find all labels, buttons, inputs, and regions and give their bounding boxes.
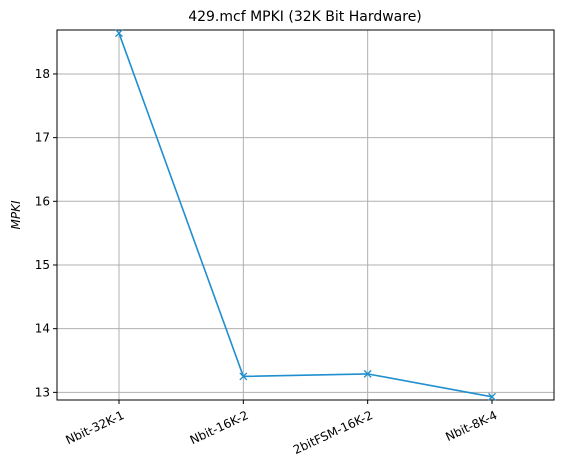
y-tick-label: 13 <box>35 385 50 399</box>
data-point-marker <box>115 29 123 38</box>
data-point-marker <box>488 392 496 401</box>
x-tick-label: 2bitFSM-16K-2 <box>291 408 375 457</box>
plot-frame <box>56 29 555 401</box>
chart-title: 429.mcf MPKI (32K Bit Hardware) <box>188 9 422 25</box>
x-axis: Nbit-32K-1 Nbit-16K-2 2bitFSM-16K-2 Nbit-8K… <box>63 400 499 457</box>
series-layer <box>115 29 496 401</box>
data-point-marker <box>363 369 372 378</box>
data-point-marker <box>239 372 248 381</box>
y-tick-label: 14 <box>35 322 50 336</box>
y-axis: 13 14 15 16 17 18 <box>35 67 57 399</box>
y-tick-label: 18 <box>35 67 50 81</box>
x-tick-label: Nbit-16K-2 <box>188 408 251 447</box>
series-line <box>118 32 493 398</box>
grid <box>57 30 554 400</box>
y-tick-label: 15 <box>35 258 50 272</box>
y-tick-label: 16 <box>35 194 50 208</box>
x-tick-label: Nbit-8K-4 <box>443 408 499 444</box>
y-tick-label: 17 <box>35 131 50 145</box>
x-tick-label: Nbit-32K-1 <box>63 408 126 447</box>
y-axis-label: MPKI <box>9 200 23 229</box>
